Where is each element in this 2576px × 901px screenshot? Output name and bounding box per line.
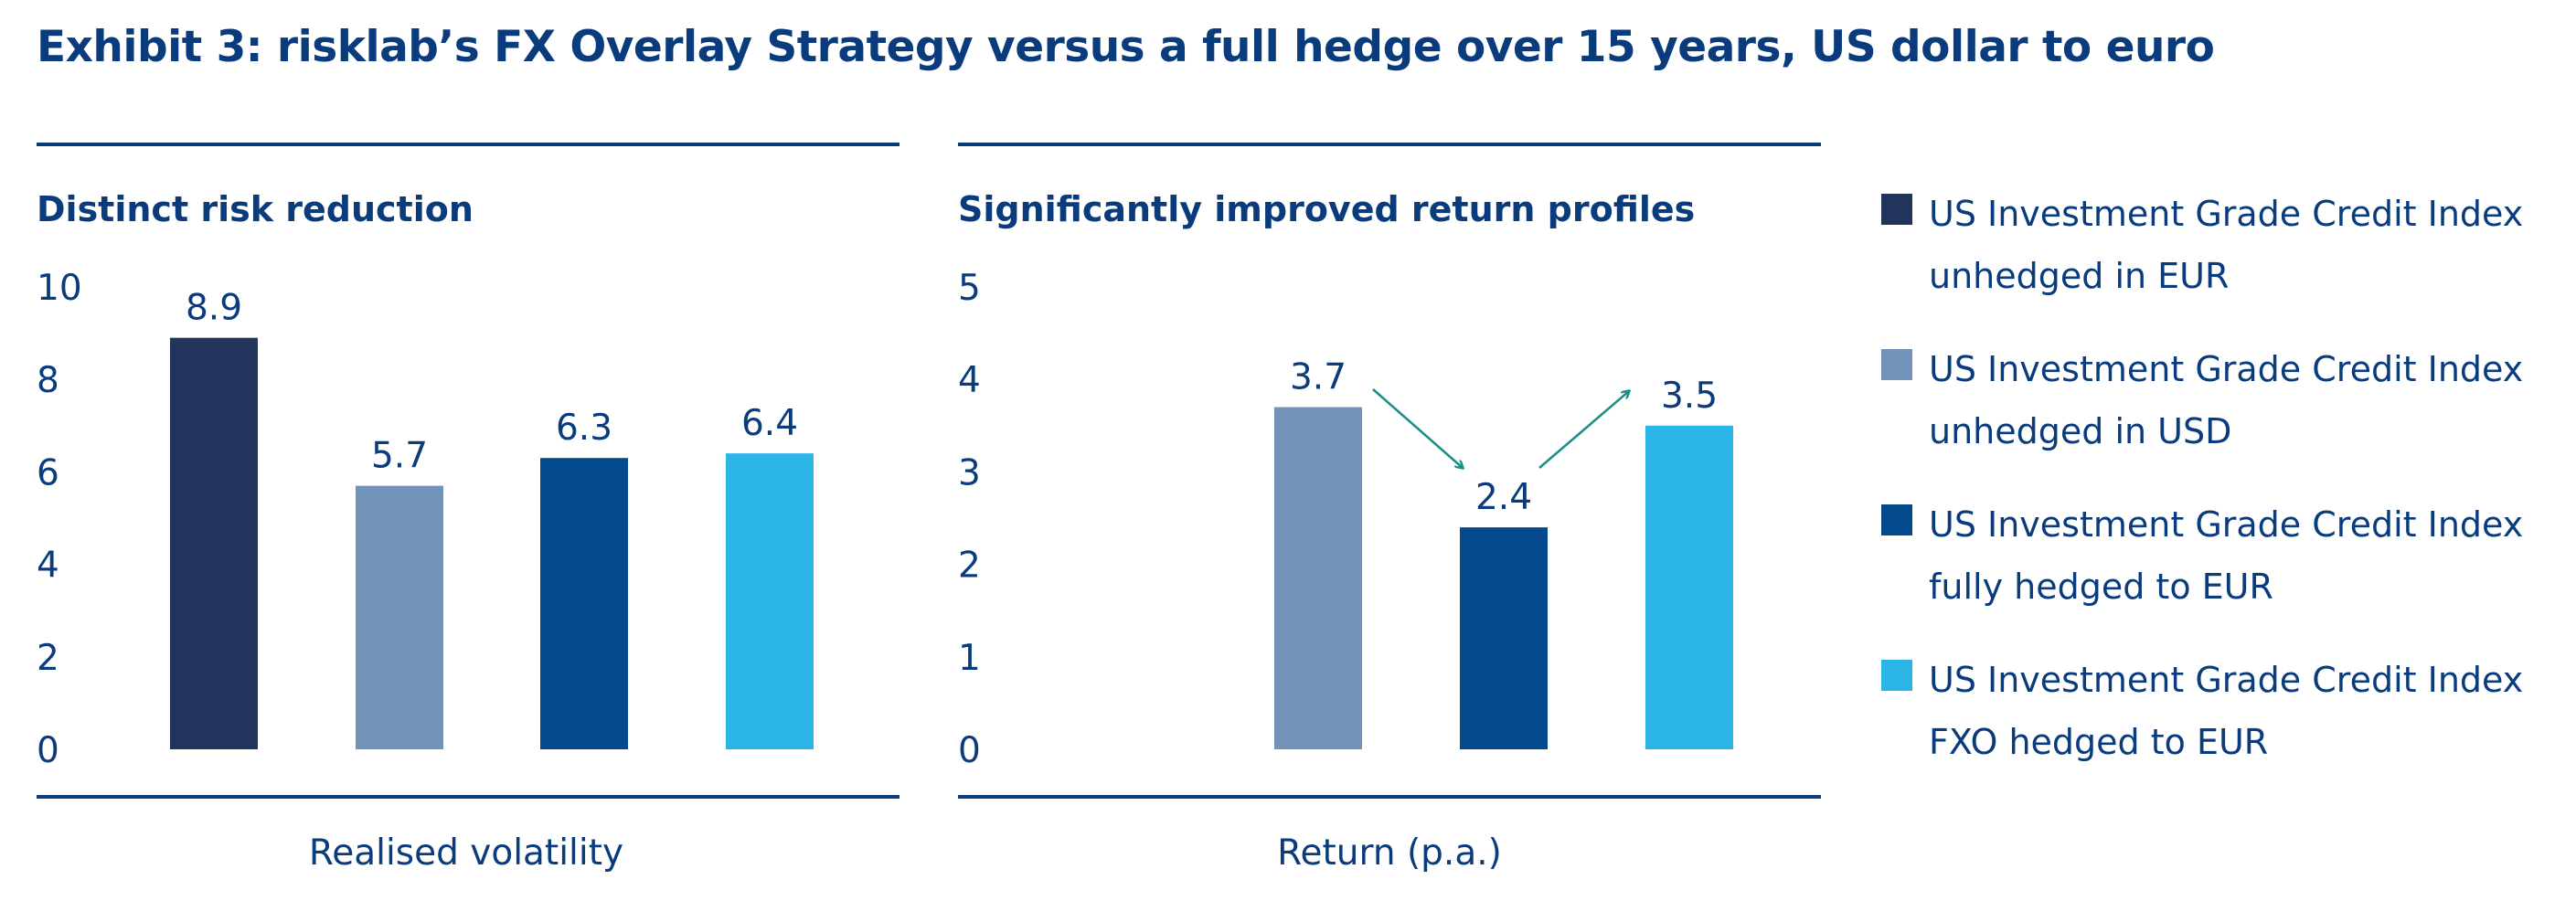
y-tick-label: 2	[958, 546, 981, 587]
data-label: 2.4	[1475, 477, 1532, 518]
panel-risk-y-axis: 0 2 4 6 8 10	[37, 268, 82, 771]
legend-swatch	[1881, 504, 1912, 535]
legend-label: US Investment Grade Credit Index unhedged…	[1929, 349, 2524, 451]
panel-return-arrows	[1372, 388, 1629, 469]
y-tick-label: 0	[958, 730, 981, 771]
data-label: 8.9	[186, 288, 242, 329]
panel-risk-xlabel: Realised volatility	[309, 832, 623, 874]
y-tick-label: 3	[958, 452, 981, 493]
legend-label: US Investment Grade Credit Index FXO hedg…	[1929, 660, 2524, 762]
y-tick-label: 5	[958, 268, 981, 309]
y-tick-label: 10	[37, 268, 82, 309]
legend-item: US Investment Grade Credit Index unhedged…	[1881, 183, 2558, 338]
bar	[726, 453, 814, 749]
panel-return-y-axis: 0 1 2 3 4 5	[958, 268, 981, 771]
legend-item: US Investment Grade Credit Index unhedged…	[1881, 338, 2558, 493]
y-tick-label: 4	[958, 360, 981, 401]
y-tick-label: 4	[37, 546, 59, 587]
panel-return: Significantly improved return profiles R…	[958, 143, 1821, 874]
chart-title: Exhibit 3: risklab’s FX Overlay Strategy…	[37, 22, 2215, 72]
panel-return-xlabel: Return (p.a.)	[1277, 832, 1502, 874]
bar	[170, 337, 258, 749]
legend-swatch	[1881, 349, 1912, 380]
legend-swatch	[1881, 194, 1912, 225]
panel-return-title: Significantly improved return profiles	[958, 189, 1695, 229]
y-tick-label: 0	[37, 730, 59, 771]
panel-risk-bars: 8.9 5.7 6.3 6.4	[170, 288, 814, 749]
data-label: 3.7	[1290, 357, 1347, 398]
y-tick-label: 2	[37, 638, 59, 679]
y-tick-label: 1	[958, 638, 981, 679]
panel-return-bars: 3.7 2.4 3.5	[1274, 357, 1733, 749]
bar	[1460, 527, 1548, 749]
panel-risk: Distinct risk reduction Realised volatil…	[37, 143, 899, 874]
data-label: 6.3	[556, 408, 612, 449]
legend-item: US Investment Grade Credit Index fully he…	[1881, 493, 2558, 649]
legend-label: US Investment Grade Credit Index fully he…	[1929, 504, 2524, 607]
legend-swatch	[1881, 660, 1912, 691]
data-label: 5.7	[371, 436, 428, 477]
trend-arrow	[1372, 388, 1463, 468]
data-label: 3.5	[1661, 376, 1718, 417]
y-tick-label: 6	[37, 452, 59, 493]
y-tick-label: 8	[37, 360, 59, 401]
panel-risk-title: Distinct risk reduction	[37, 189, 474, 229]
trend-arrow	[1538, 391, 1629, 469]
bar	[1274, 407, 1362, 749]
data-label: 6.4	[741, 403, 798, 444]
legend: US Investment Grade Credit Index unhedged…	[1881, 183, 2558, 804]
legend-label: US Investment Grade Credit Index unhedged…	[1929, 194, 2524, 296]
bar	[540, 458, 628, 749]
bar	[356, 485, 443, 749]
legend-item: US Investment Grade Credit Index FXO hedg…	[1881, 649, 2558, 804]
bar	[1645, 425, 1733, 749]
